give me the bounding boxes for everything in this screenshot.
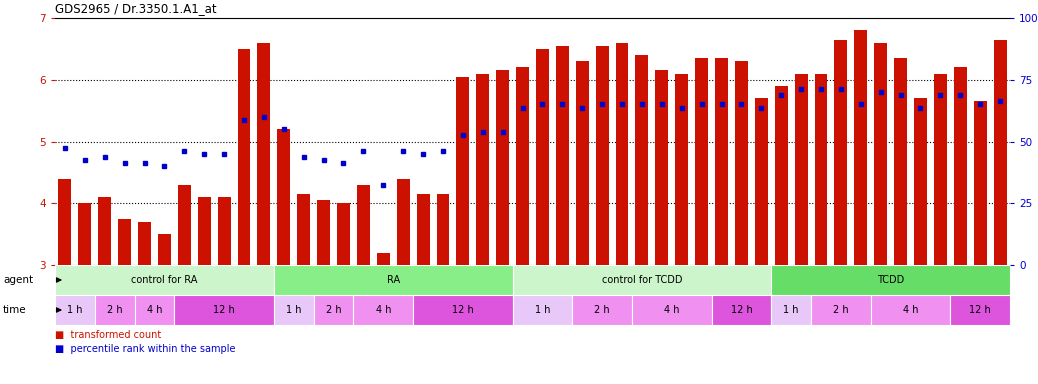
Text: TCDD: TCDD: [877, 275, 904, 285]
FancyBboxPatch shape: [712, 295, 771, 325]
Bar: [715, 58, 728, 265]
Bar: [357, 185, 370, 265]
Bar: [556, 46, 569, 265]
Bar: [318, 200, 330, 265]
Text: agent: agent: [3, 275, 33, 285]
Bar: [99, 197, 111, 265]
Bar: [257, 43, 270, 265]
FancyBboxPatch shape: [353, 295, 413, 325]
Text: 2 h: 2 h: [595, 305, 610, 315]
Bar: [695, 58, 708, 265]
Bar: [536, 49, 549, 265]
Text: GDS2965 / Dr.3350.1.A1_at: GDS2965 / Dr.3350.1.A1_at: [55, 2, 217, 15]
Bar: [774, 86, 788, 265]
Bar: [914, 98, 927, 265]
Bar: [934, 74, 947, 265]
FancyBboxPatch shape: [313, 295, 353, 325]
Bar: [894, 58, 907, 265]
Bar: [118, 218, 131, 265]
Bar: [616, 43, 628, 265]
Text: 2 h: 2 h: [326, 305, 342, 315]
FancyBboxPatch shape: [513, 265, 771, 295]
FancyBboxPatch shape: [274, 295, 313, 325]
Bar: [795, 74, 808, 265]
Bar: [416, 194, 430, 265]
Bar: [337, 203, 350, 265]
Bar: [815, 74, 827, 265]
Bar: [457, 77, 469, 265]
Bar: [496, 71, 509, 265]
Text: 12 h: 12 h: [452, 305, 473, 315]
Bar: [676, 74, 688, 265]
FancyBboxPatch shape: [413, 295, 513, 325]
Bar: [198, 197, 211, 265]
Bar: [79, 203, 91, 265]
FancyBboxPatch shape: [632, 295, 712, 325]
Bar: [635, 55, 649, 265]
Bar: [735, 61, 747, 265]
Bar: [177, 185, 191, 265]
Text: ■  percentile rank within the sample: ■ percentile rank within the sample: [55, 344, 236, 354]
FancyBboxPatch shape: [274, 265, 513, 295]
Bar: [993, 40, 1007, 265]
Bar: [835, 40, 847, 265]
Text: time: time: [3, 305, 27, 315]
Text: 1 h: 1 h: [784, 305, 799, 315]
Bar: [58, 179, 72, 265]
Bar: [755, 98, 768, 265]
Text: RA: RA: [387, 275, 400, 285]
Bar: [874, 43, 887, 265]
Bar: [238, 49, 250, 265]
Bar: [138, 222, 151, 265]
FancyBboxPatch shape: [951, 295, 1010, 325]
FancyBboxPatch shape: [513, 295, 572, 325]
Bar: [954, 68, 966, 265]
Text: 12 h: 12 h: [969, 305, 991, 315]
Text: 4 h: 4 h: [664, 305, 680, 315]
FancyBboxPatch shape: [94, 295, 135, 325]
Bar: [854, 30, 867, 265]
Text: ■  transformed count: ■ transformed count: [55, 330, 161, 340]
Text: 4 h: 4 h: [903, 305, 919, 315]
Bar: [655, 71, 668, 265]
Text: 12 h: 12 h: [213, 305, 235, 315]
Text: 1 h: 1 h: [286, 305, 301, 315]
Bar: [55, 265, 1010, 327]
FancyBboxPatch shape: [135, 295, 174, 325]
Bar: [576, 61, 589, 265]
FancyBboxPatch shape: [572, 295, 632, 325]
Text: control for TCDD: control for TCDD: [602, 275, 682, 285]
Bar: [297, 194, 310, 265]
Bar: [397, 179, 410, 265]
FancyBboxPatch shape: [55, 295, 94, 325]
Bar: [516, 68, 529, 265]
FancyBboxPatch shape: [871, 295, 951, 325]
Text: 2 h: 2 h: [834, 305, 849, 315]
Bar: [596, 46, 608, 265]
Bar: [437, 194, 449, 265]
FancyBboxPatch shape: [771, 295, 811, 325]
Text: 1 h: 1 h: [67, 305, 83, 315]
Bar: [377, 253, 389, 265]
Bar: [218, 197, 230, 265]
Bar: [974, 101, 987, 265]
Text: 4 h: 4 h: [376, 305, 391, 315]
FancyBboxPatch shape: [174, 295, 274, 325]
Bar: [158, 234, 171, 265]
Text: 1 h: 1 h: [535, 305, 550, 315]
Bar: [277, 129, 291, 265]
Text: 12 h: 12 h: [731, 305, 753, 315]
FancyBboxPatch shape: [55, 265, 274, 295]
Text: 4 h: 4 h: [146, 305, 162, 315]
Bar: [476, 74, 489, 265]
Text: control for RA: control for RA: [131, 275, 197, 285]
Text: 2 h: 2 h: [107, 305, 122, 315]
FancyBboxPatch shape: [771, 265, 1010, 295]
FancyBboxPatch shape: [811, 295, 871, 325]
